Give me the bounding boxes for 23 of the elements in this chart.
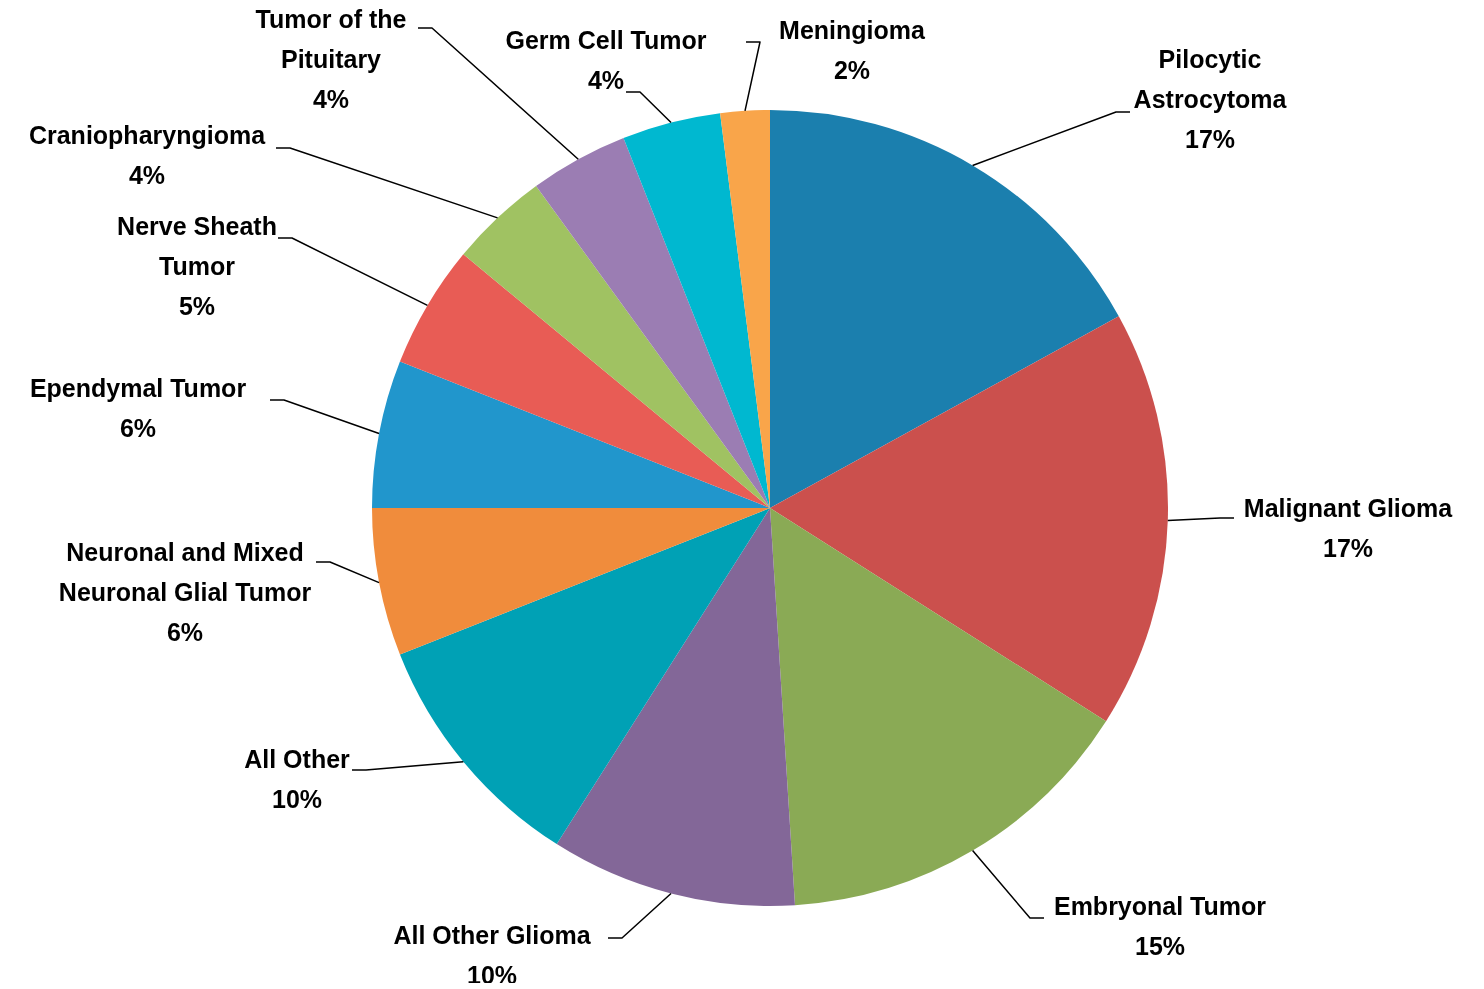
slice-label: Craniopharyngioma <box>28 120 267 149</box>
data-label: 6% <box>119 413 157 442</box>
slice-label: Meningioma <box>779 15 927 44</box>
data-label: 15% <box>1134 931 1186 960</box>
slice-label: Ependymal Tumor <box>29 373 247 402</box>
slice-label: Neuronal and Mixed Neuronal Glial Tumor <box>58 537 312 606</box>
slice-label: Germ Cell Tumor <box>505 25 707 54</box>
slice-label: Pilocytic Astrocytoma <box>1133 44 1288 113</box>
data-label: 17% <box>1184 124 1236 153</box>
slice-label: Embryonal Tumor <box>1053 891 1267 920</box>
slice-label: Nerve Sheath Tumor <box>117 211 277 280</box>
slice-label: Malignant Glioma <box>1243 493 1454 522</box>
data-label: 4% <box>128 160 166 189</box>
data-label: 17% <box>1322 533 1374 562</box>
data-label: 5% <box>178 291 216 320</box>
data-label: 4% <box>587 65 625 94</box>
data-label: 2% <box>833 55 871 84</box>
slice-label: All Other Glioma <box>393 920 592 949</box>
slice-label: All Other <box>244 744 351 773</box>
slice-label: Tumor of the Pituitary <box>255 4 407 73</box>
data-label: 4% <box>312 84 350 113</box>
data-label: 6% <box>166 617 204 646</box>
data-label: 10% <box>271 784 323 813</box>
